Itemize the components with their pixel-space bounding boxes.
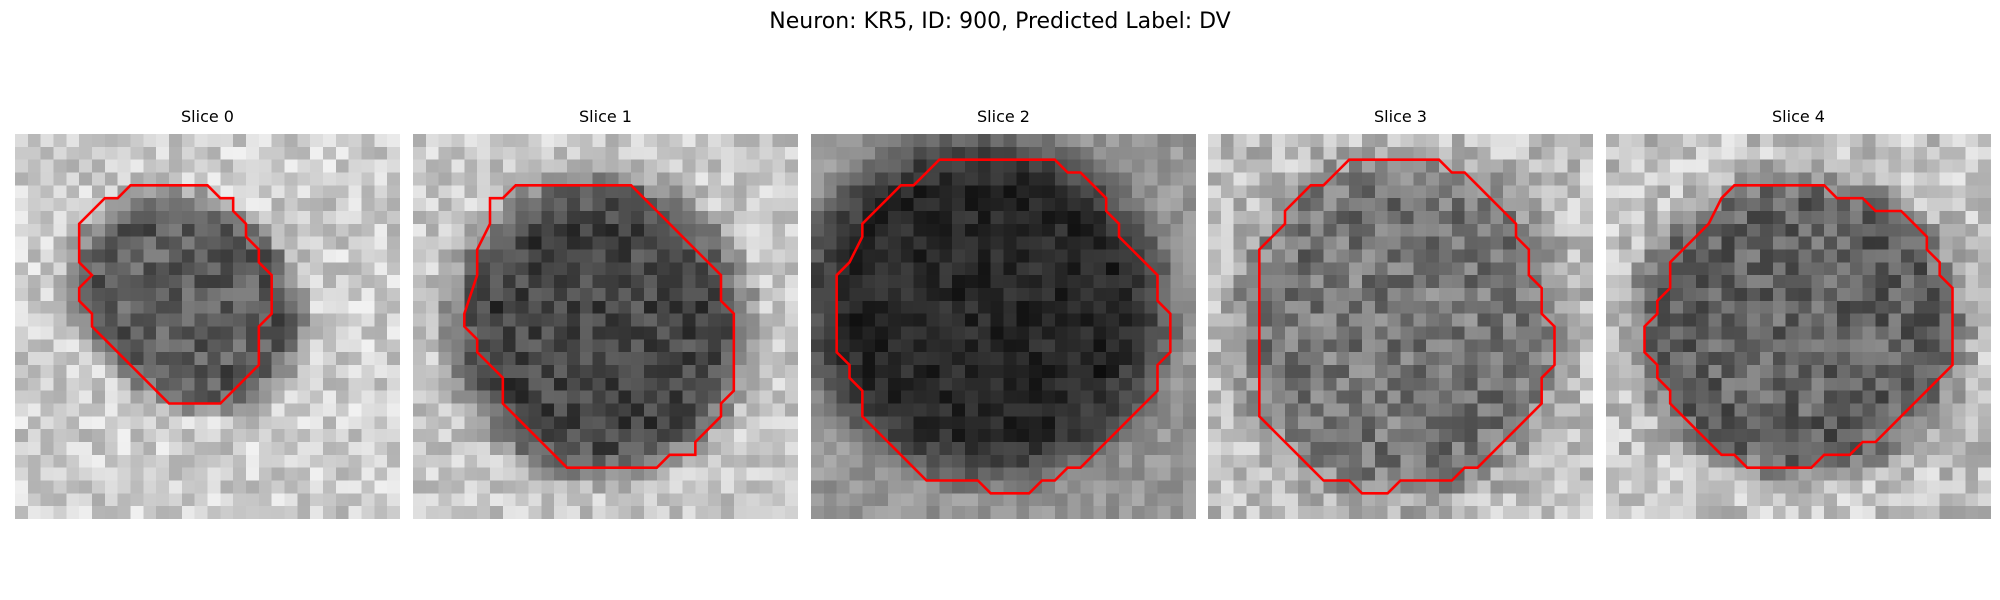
slice-image-3 xyxy=(1208,134,1593,519)
slice-image-4 xyxy=(1606,134,1991,519)
slice-title-1: Slice 1 xyxy=(579,107,632,126)
roi-contour xyxy=(77,184,273,405)
slice-panel-3: Slice 3 xyxy=(1208,107,1593,519)
roi-contour xyxy=(1258,158,1556,495)
slice-panel-2: Slice 2 xyxy=(811,107,1196,519)
grayscale-pixels xyxy=(811,134,1196,519)
slice-title-4: Slice 4 xyxy=(1772,107,1825,126)
roi-contour xyxy=(1643,184,1954,469)
slice-title-3: Slice 3 xyxy=(1374,107,1427,126)
slice-title-0: Slice 0 xyxy=(181,107,234,126)
slice-panel-1: Slice 1 xyxy=(413,107,798,519)
roi-contour xyxy=(835,158,1172,495)
slice-panel-0: Slice 0 xyxy=(15,107,400,519)
grayscale-pixels xyxy=(413,134,798,519)
grayscale-pixels xyxy=(1208,134,1593,519)
slice-title-2: Slice 2 xyxy=(977,107,1030,126)
grayscale-pixels xyxy=(1606,134,1991,519)
slice-image-1 xyxy=(413,134,798,519)
grayscale-pixels xyxy=(15,134,400,519)
slice-image-2 xyxy=(811,134,1196,519)
slice-panel-4: Slice 4 xyxy=(1606,107,1991,519)
roi-contour xyxy=(463,184,736,469)
figure-title: Neuron: KR5, ID: 900, Predicted Label: D… xyxy=(769,9,1231,34)
slice-image-0 xyxy=(15,134,400,519)
